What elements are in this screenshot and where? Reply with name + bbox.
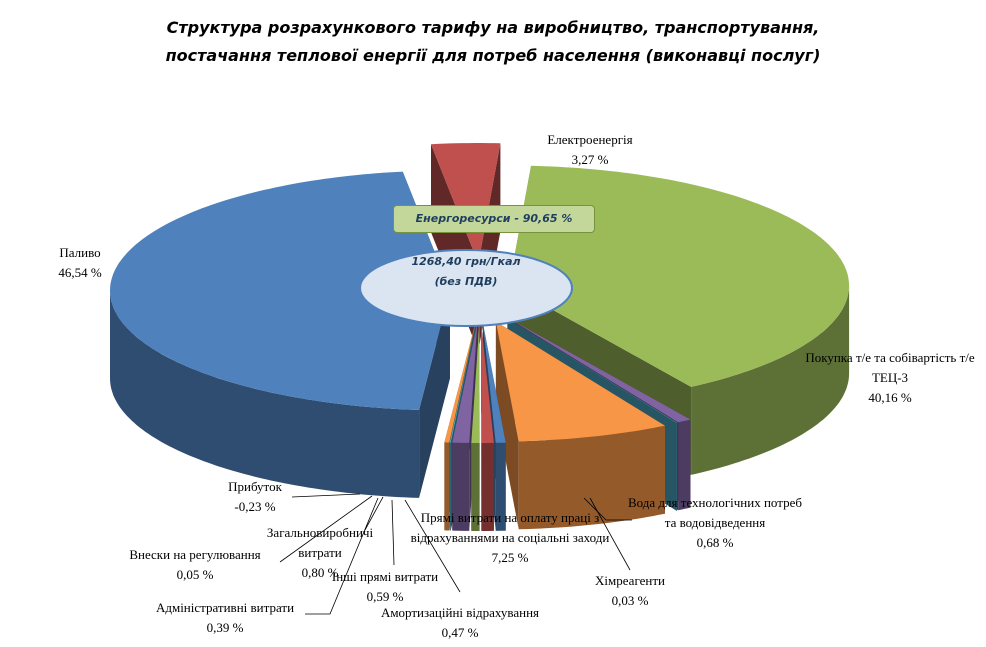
chart-title: постачання теплової енергії для потреб н… (165, 46, 821, 65)
slice-wall (444, 442, 450, 531)
slice-wall (518, 425, 665, 530)
label-value: -0,23 % (234, 499, 276, 514)
slice (471, 323, 480, 443)
label-name: Загальновиробничі витрати (266, 525, 374, 560)
slice (431, 143, 501, 263)
slice-label: Хімреагенти 0,03 % (575, 571, 685, 611)
slice-label: Паливо 46,54 % (40, 243, 120, 283)
center-ellipse (359, 249, 573, 327)
slice (508, 318, 691, 423)
slice-wall (110, 290, 420, 498)
leader-line (279, 495, 373, 563)
label-name: Вода для технологічних потреб та водовід… (628, 495, 802, 530)
slice-label: Внески на регулювання 0,05 % (110, 545, 280, 585)
label-value: 0,47 % (441, 625, 479, 640)
slice-label: Прибуток -0,23 % (215, 477, 295, 517)
slice-wall (471, 443, 480, 531)
slice-wall (449, 442, 451, 531)
label-value: 0,39 % (206, 620, 244, 635)
leader-lines (279, 493, 632, 615)
label-name: Хімреагенти (595, 573, 665, 588)
pie (110, 143, 850, 531)
slice-wall (676, 422, 677, 511)
leader-line (364, 496, 384, 531)
leader-line (583, 497, 632, 521)
label-value: 3,27 % (571, 152, 609, 167)
label-name: Адміністративні витрати (155, 600, 295, 615)
leader-line (589, 497, 631, 571)
slice (482, 323, 506, 443)
slice-label: Амортизаційні відрахування 0,47 % (360, 603, 560, 643)
label-name: Прибуток (228, 479, 282, 494)
label-name: Електроенергія (547, 132, 633, 147)
label-value: 46,54 % (58, 265, 102, 280)
center-label-line: 1268,40 грн/Гкал (411, 255, 521, 268)
slice (481, 323, 494, 443)
slice (110, 171, 450, 410)
label-value: 0,59 % (366, 589, 404, 604)
label-name: Покупка т/е та собівартість т/е ТЕЦ-3 (805, 350, 975, 385)
label-name: Внески на регулювання (129, 547, 261, 562)
leader-line (404, 499, 461, 593)
slice-wall (481, 442, 494, 531)
annotation-box: Енергоресурси - 90,65 % (393, 205, 595, 233)
center-label-line: (без ПДВ) (434, 275, 498, 288)
slice-wall (495, 442, 506, 531)
slice (495, 321, 665, 442)
center-label: 1268,40 грн/Гкал (без ПДВ) (360, 252, 572, 292)
label-name: Інші прямі витрати (331, 569, 439, 584)
label-value: 0,80 % (301, 565, 339, 580)
label-value: 0,68 % (696, 535, 734, 550)
label-value: 0,05 % (176, 567, 214, 582)
slice-label: Загальновиробничі витрати 0,80 % (245, 523, 395, 583)
slice (452, 323, 478, 443)
leader-line (291, 493, 361, 498)
slice-wall (452, 442, 470, 531)
slice (449, 322, 476, 443)
slice-label: Адміністративні витрати 0,39 % (130, 598, 320, 638)
label-name: Прямі витрати на оплату праці з відрахув… (410, 510, 610, 545)
leader-line (305, 497, 379, 615)
leader-line (391, 499, 395, 566)
slice (507, 318, 677, 423)
slice-wall (678, 419, 691, 511)
slice-label: Покупка т/е та собівартість т/е ТЕЦ-3 40,… (795, 348, 985, 408)
chart-title: Структура розрахункового тарифу на вироб… (166, 18, 820, 37)
label-name: Амортизаційні відрахування (380, 605, 540, 620)
label-value: 0,03 % (611, 593, 649, 608)
slice-side (495, 321, 519, 530)
slice-label: Вода для технологічних потреб та водовід… (625, 493, 805, 553)
label-name: Паливо (59, 245, 101, 260)
slice-label: Прямі витрати на оплату праці з відрахув… (410, 508, 610, 568)
slice-wall (691, 285, 850, 475)
slice (444, 322, 476, 443)
slice-label: Інші прямі витрати 0,59 % (320, 567, 450, 607)
label-value: 7,25 % (491, 550, 529, 565)
label-value: 40,16 % (868, 390, 912, 405)
slice-label: Електроенергія 3,27 % (520, 130, 660, 170)
